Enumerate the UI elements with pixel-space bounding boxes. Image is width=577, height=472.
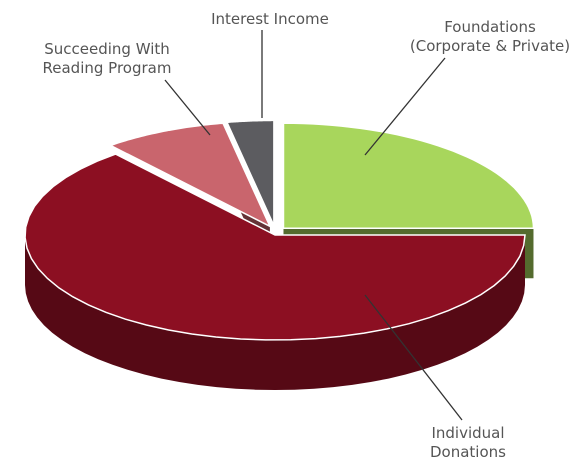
slice: [225, 119, 275, 226]
slice-label: Succeeding With Reading Program: [42, 40, 172, 77]
leader-line: [164, 79, 211, 136]
leader-line: [364, 294, 463, 421]
slice-label: Individual Donations: [430, 424, 506, 461]
slice-side: [25, 235, 525, 390]
slice: [108, 122, 272, 228]
leader-line: [364, 57, 446, 156]
slice-label: Interest Income: [211, 10, 329, 28]
slice: [24, 153, 526, 341]
slice: [282, 122, 535, 229]
slice-label: Foundations (Corporate & Private): [409, 18, 571, 55]
